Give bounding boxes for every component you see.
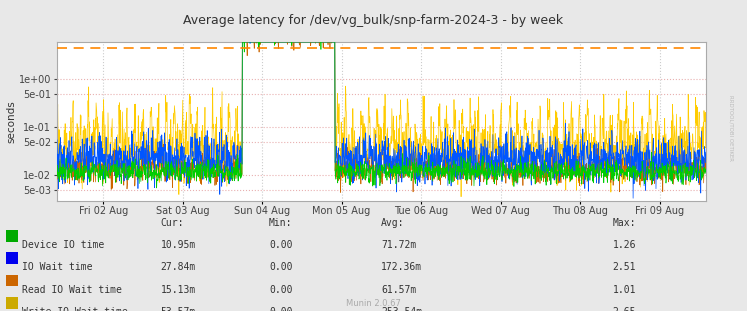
Text: 253.54m: 253.54m: [381, 307, 422, 311]
Text: 10.95m: 10.95m: [161, 240, 196, 250]
Text: Write IO Wait time: Write IO Wait time: [22, 307, 128, 311]
Text: Avg:: Avg:: [381, 218, 404, 228]
Text: Max:: Max:: [613, 218, 636, 228]
Text: 0.00: 0.00: [269, 285, 292, 295]
Text: Read IO Wait time: Read IO Wait time: [22, 285, 123, 295]
Text: RRDTOOL/TOBI OETIKER: RRDTOOL/TOBI OETIKER: [728, 95, 733, 160]
Text: Device IO time: Device IO time: [22, 240, 105, 250]
Text: 15.13m: 15.13m: [161, 285, 196, 295]
Text: 27.84m: 27.84m: [161, 262, 196, 272]
Text: 53.57m: 53.57m: [161, 307, 196, 311]
Y-axis label: seconds: seconds: [6, 100, 16, 143]
Text: Average latency for /dev/vg_bulk/snp-farm-2024-3 - by week: Average latency for /dev/vg_bulk/snp-far…: [184, 14, 563, 27]
Text: Munin 2.0.67: Munin 2.0.67: [346, 299, 401, 308]
Text: Cur:: Cur:: [161, 218, 184, 228]
Text: Min:: Min:: [269, 218, 292, 228]
Text: 2.51: 2.51: [613, 262, 636, 272]
Text: 0.00: 0.00: [269, 240, 292, 250]
Text: 2.65: 2.65: [613, 307, 636, 311]
Text: 1.26: 1.26: [613, 240, 636, 250]
Text: 1.01: 1.01: [613, 285, 636, 295]
Text: 61.57m: 61.57m: [381, 285, 416, 295]
Text: 0.00: 0.00: [269, 262, 292, 272]
Text: 71.72m: 71.72m: [381, 240, 416, 250]
Text: 0.00: 0.00: [269, 307, 292, 311]
Text: 172.36m: 172.36m: [381, 262, 422, 272]
Text: IO Wait time: IO Wait time: [22, 262, 93, 272]
